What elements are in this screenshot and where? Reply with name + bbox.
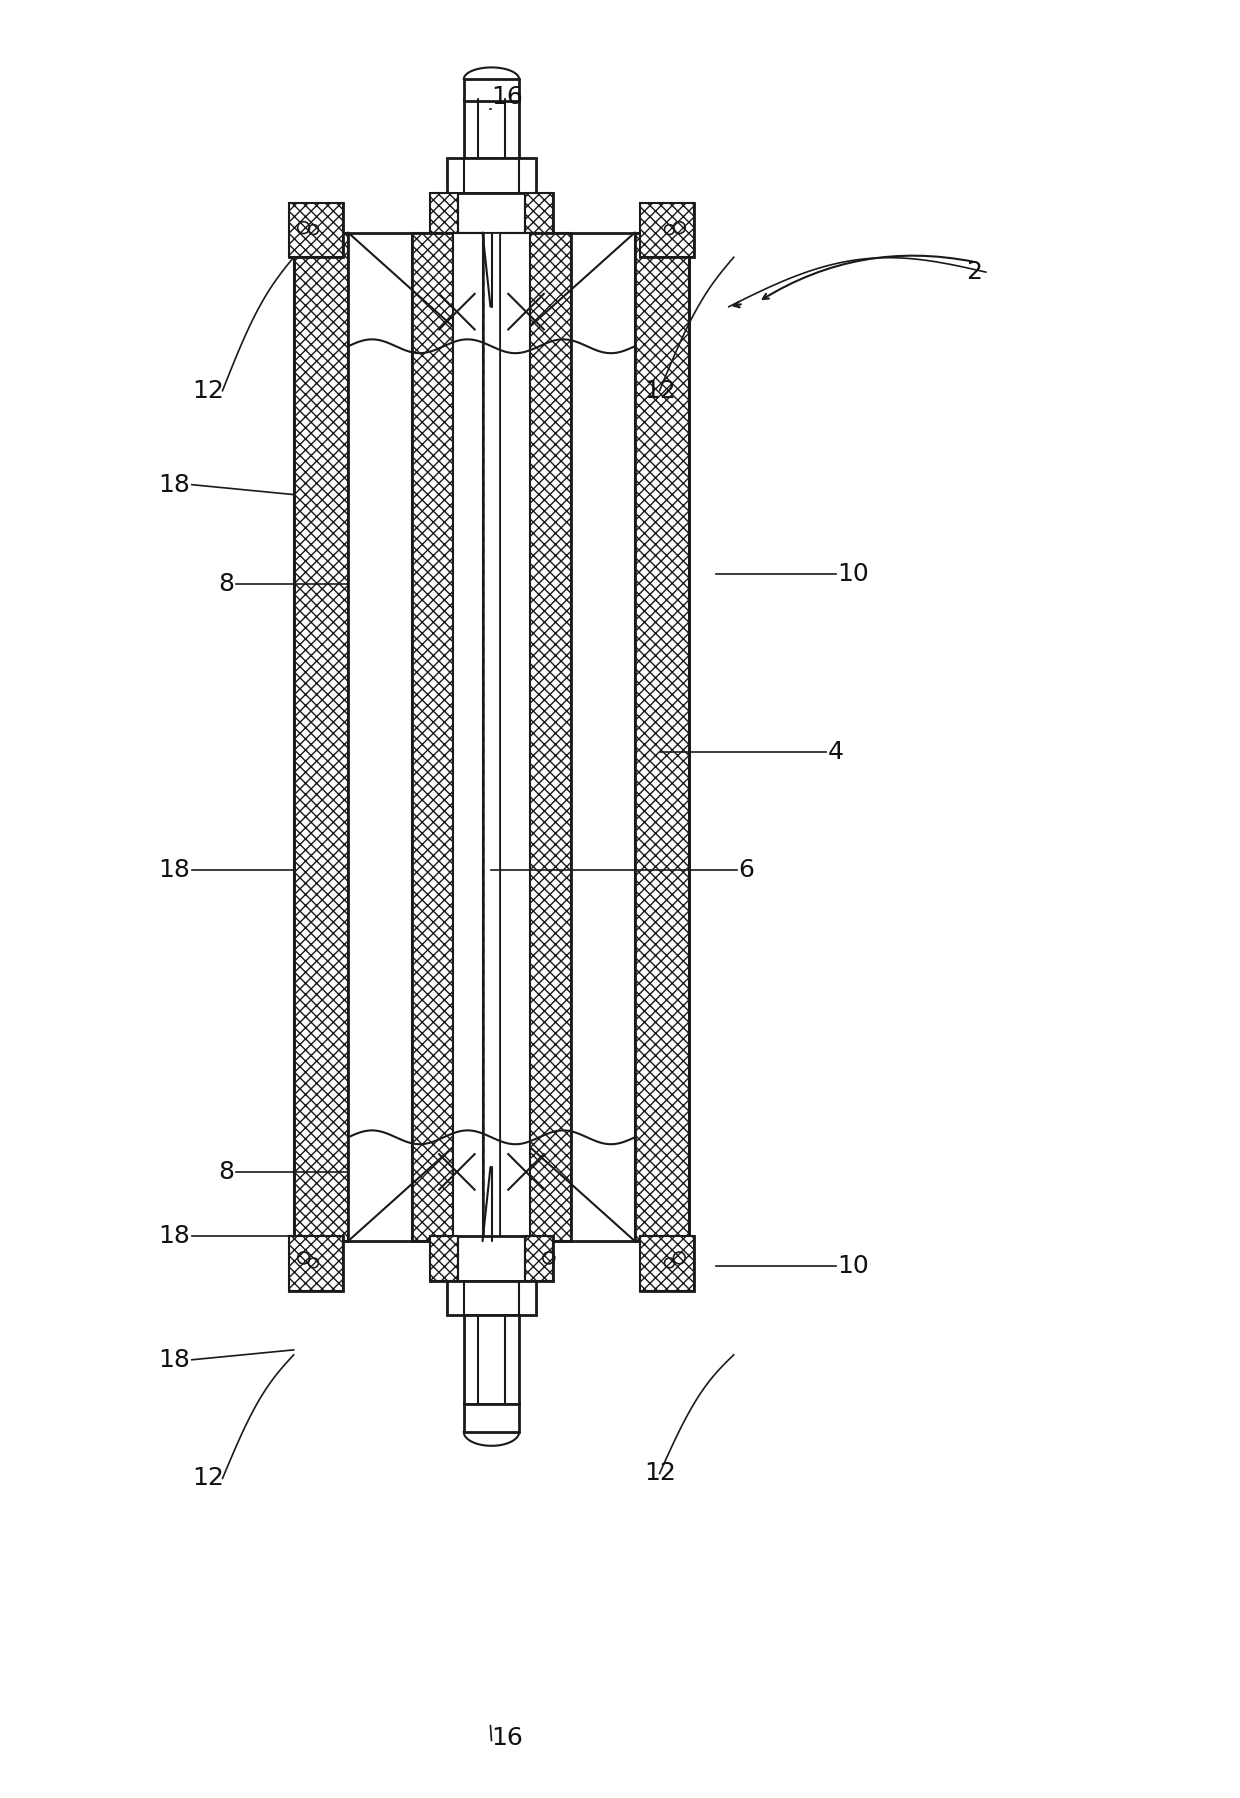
Bar xyxy=(413,232,570,1241)
Bar xyxy=(525,1237,553,1280)
Bar xyxy=(464,1316,520,1404)
Text: 12: 12 xyxy=(192,379,224,403)
Text: 18: 18 xyxy=(157,473,190,496)
Text: 12: 12 xyxy=(645,1462,677,1485)
Text: 6: 6 xyxy=(739,858,755,883)
Bar xyxy=(640,203,694,257)
Bar xyxy=(464,1404,520,1431)
Bar xyxy=(294,232,348,1241)
Bar xyxy=(464,99,520,158)
Bar xyxy=(289,1237,343,1291)
Bar xyxy=(525,192,553,232)
Text: 18: 18 xyxy=(157,1224,190,1248)
Bar xyxy=(294,232,689,1241)
Bar xyxy=(289,1237,343,1291)
Text: 18: 18 xyxy=(157,1348,190,1372)
Bar xyxy=(413,232,570,1241)
Bar xyxy=(464,79,520,101)
Text: 8: 8 xyxy=(218,572,234,595)
Bar xyxy=(289,203,343,257)
Bar xyxy=(446,158,536,192)
Bar xyxy=(640,1237,694,1291)
Bar xyxy=(430,1237,553,1280)
Bar xyxy=(484,232,500,1241)
Bar xyxy=(289,203,343,257)
Bar xyxy=(635,232,689,1241)
Bar xyxy=(501,232,529,1241)
Text: 8: 8 xyxy=(218,1160,234,1183)
Bar xyxy=(430,1237,458,1280)
Text: 4: 4 xyxy=(827,739,843,764)
Text: 10: 10 xyxy=(837,1253,869,1278)
Text: 18: 18 xyxy=(157,858,190,883)
Bar xyxy=(453,232,482,1241)
Text: 2: 2 xyxy=(966,261,982,284)
Text: 16: 16 xyxy=(491,85,523,110)
Bar xyxy=(430,192,458,232)
Text: 12: 12 xyxy=(192,1467,224,1491)
Bar xyxy=(635,232,689,1241)
Bar xyxy=(294,232,348,1241)
Text: 16: 16 xyxy=(491,1726,523,1751)
Bar xyxy=(430,192,553,232)
Text: 10: 10 xyxy=(837,561,869,586)
Bar xyxy=(640,203,694,257)
Bar xyxy=(640,1237,694,1291)
Bar xyxy=(446,1280,536,1316)
Text: 12: 12 xyxy=(645,379,677,403)
